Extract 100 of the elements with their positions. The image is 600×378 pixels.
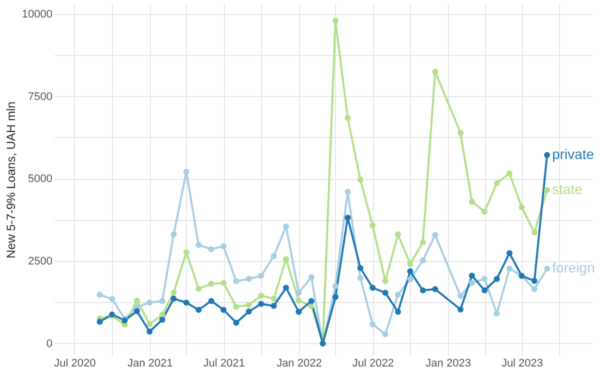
point [468, 280, 475, 286]
point [159, 298, 166, 304]
point [196, 242, 202, 248]
point [170, 231, 177, 238]
point [344, 188, 351, 195]
point [246, 302, 252, 308]
point [146, 328, 153, 335]
point [482, 287, 488, 294]
point [457, 306, 464, 313]
x-tick-label: Jan 2021 [127, 358, 173, 370]
point [258, 292, 264, 299]
y-tick-label: 5000 [28, 173, 52, 186]
point [544, 152, 550, 158]
point [407, 261, 414, 268]
point [420, 239, 426, 246]
point [208, 280, 214, 287]
series-label: state [552, 181, 583, 198]
point [233, 278, 240, 284]
point [270, 296, 277, 302]
point [482, 276, 488, 282]
point [196, 306, 202, 313]
point [531, 286, 538, 292]
point [394, 231, 401, 238]
point [457, 293, 464, 299]
point [531, 278, 538, 284]
series-label: private [552, 146, 594, 162]
point [246, 276, 252, 282]
point [344, 115, 351, 122]
point [233, 304, 240, 310]
point [432, 286, 438, 292]
point [344, 214, 351, 221]
point [432, 232, 438, 238]
point [420, 257, 426, 264]
point [183, 300, 190, 306]
point [220, 306, 227, 313]
point [220, 280, 227, 286]
point [332, 18, 338, 24]
point [183, 168, 190, 175]
point [170, 290, 177, 296]
point [494, 180, 500, 186]
y-axis-title: New 5-7-9% Loans, UAH mln [4, 102, 18, 258]
point [146, 321, 153, 328]
point [420, 287, 426, 294]
point [270, 253, 277, 260]
point [357, 176, 364, 183]
point [382, 290, 388, 296]
point [208, 298, 214, 304]
y-tick-label: 2500 [28, 256, 52, 268]
point [370, 284, 376, 291]
point [407, 276, 414, 282]
point [270, 302, 277, 309]
point [370, 222, 376, 228]
point [468, 272, 475, 279]
x-tick-label: Jul 2023 [501, 358, 544, 370]
point [332, 283, 338, 290]
point [134, 298, 140, 304]
point [170, 296, 177, 302]
y-tick-label: 7500 [28, 90, 52, 103]
point [296, 298, 302, 304]
x-tick-label: Jan 2023 [426, 358, 471, 370]
point [506, 250, 512, 256]
point [96, 292, 103, 298]
x-tick-label: Jul 2020 [54, 358, 96, 370]
point [432, 68, 438, 75]
point [531, 229, 538, 236]
point [246, 308, 252, 314]
point [518, 204, 525, 210]
point [296, 290, 302, 296]
point [332, 294, 338, 300]
point [494, 276, 500, 282]
point [457, 130, 464, 136]
point [308, 274, 314, 280]
point [506, 170, 512, 176]
point [283, 284, 290, 291]
y-tick-label: 10000 [22, 8, 52, 20]
point [544, 266, 550, 272]
point [233, 320, 240, 326]
point [382, 331, 388, 338]
point [109, 296, 116, 302]
point [258, 272, 264, 279]
y-tick-label: 0 [46, 338, 52, 350]
point [394, 292, 401, 298]
point [544, 187, 550, 194]
point [196, 286, 202, 292]
point [308, 298, 314, 304]
point [146, 300, 153, 306]
point [357, 264, 364, 271]
x-tick-label: Jan 2022 [276, 358, 322, 370]
point [468, 198, 475, 205]
point [506, 266, 512, 272]
series-label: foreign [552, 260, 595, 276]
point [258, 300, 264, 307]
point [370, 321, 376, 328]
point [283, 223, 290, 230]
point [208, 246, 214, 252]
point [394, 308, 401, 315]
x-tick-label: Jul 2022 [352, 358, 394, 370]
point [357, 274, 364, 281]
point [220, 243, 227, 250]
x-tick-label: Jul 2021 [203, 358, 245, 370]
